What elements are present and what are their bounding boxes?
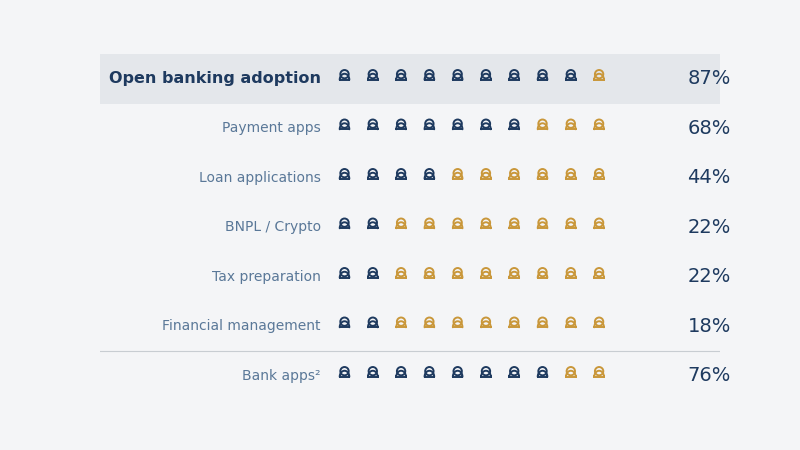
Text: 22%: 22% bbox=[687, 218, 731, 237]
Text: Bank apps²: Bank apps² bbox=[242, 369, 321, 383]
Text: Open banking adoption: Open banking adoption bbox=[109, 71, 321, 86]
Text: 76%: 76% bbox=[687, 366, 731, 385]
Text: BNPL / Crypto: BNPL / Crypto bbox=[225, 220, 321, 234]
Text: 18%: 18% bbox=[687, 317, 731, 336]
Text: 44%: 44% bbox=[687, 168, 731, 187]
Text: 87%: 87% bbox=[687, 69, 731, 88]
Text: Tax preparation: Tax preparation bbox=[212, 270, 321, 284]
FancyBboxPatch shape bbox=[100, 54, 720, 104]
Text: 68%: 68% bbox=[687, 119, 731, 138]
Text: 22%: 22% bbox=[687, 267, 731, 286]
Text: Loan applications: Loan applications bbox=[199, 171, 321, 185]
Text: Financial management: Financial management bbox=[162, 319, 321, 333]
Text: Payment apps: Payment apps bbox=[222, 121, 321, 135]
